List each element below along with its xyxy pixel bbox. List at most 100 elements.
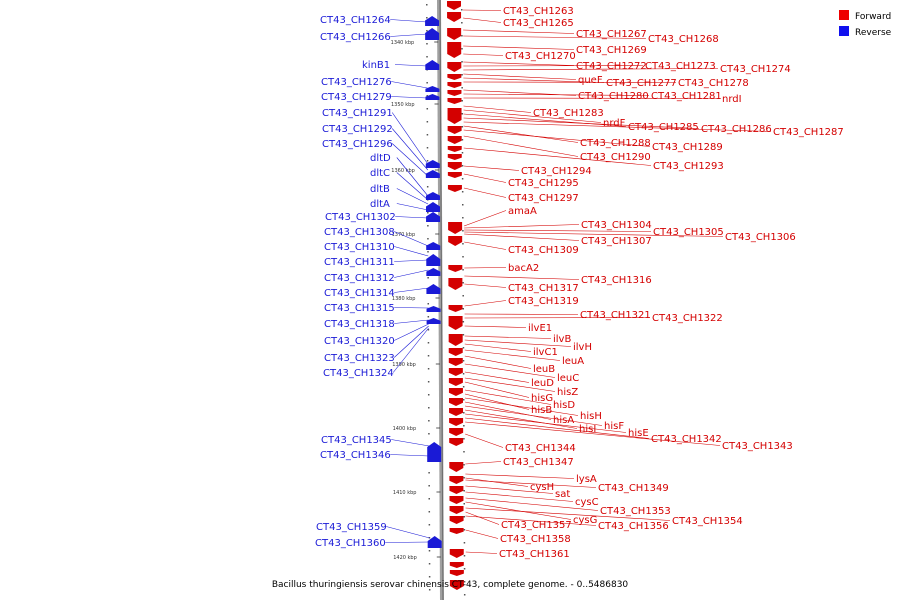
reverse-gene-label[interactable]: kinB1 (362, 60, 390, 71)
forward-gene-label[interactable]: amaA (508, 206, 537, 217)
forward-gene-label[interactable]: hisA (553, 415, 574, 426)
forward-gene-label[interactable]: hisH (580, 411, 602, 422)
forward-gene-label[interactable]: CT43_CH1353 (600, 506, 671, 517)
forward-gene-label[interactable]: CT43_CH1322 (652, 313, 723, 324)
reverse-gene-label[interactable]: CT43_CH1324 (323, 368, 394, 379)
forward-gene-label[interactable]: CT43_CH1263 (503, 6, 574, 17)
forward-gene-label[interactable]: hisB (531, 405, 552, 416)
forward-gene-label[interactable]: CT43_CH1317 (508, 283, 579, 294)
forward-gene-label[interactable]: CT43_CH1265 (503, 18, 574, 29)
forward-gene-label[interactable]: CT43_CH1267 (576, 29, 647, 40)
reverse-gene-label[interactable]: CT43_CH1345 (321, 435, 392, 446)
forward-gene-label[interactable]: CT43_CH1287 (773, 127, 844, 138)
reverse-gene-label[interactable]: CT43_CH1264 (320, 15, 391, 26)
forward-gene-label[interactable]: hisG (531, 393, 553, 404)
forward-gene-label[interactable]: CT43_CH1306 (725, 232, 796, 243)
reverse-gene-label[interactable]: CT43_CH1323 (324, 353, 395, 364)
forward-gene-label[interactable]: queF (578, 75, 603, 86)
forward-gene-label[interactable]: CT43_CH1357 (501, 520, 572, 531)
forward-gene-label[interactable]: CT43_CH1290 (580, 152, 651, 163)
forward-gene-label[interactable]: ilvB (553, 334, 571, 345)
forward-gene-label[interactable]: CT43_CH1286 (701, 124, 772, 135)
forward-gene-label[interactable]: CT43_CH1269 (576, 45, 647, 56)
forward-gene-label[interactable]: CT43_CH1361 (499, 549, 570, 560)
forward-gene-label[interactable]: CT43_CH1277 (606, 78, 677, 89)
forward-gene-label[interactable]: CT43_CH1316 (581, 275, 652, 286)
forward-gene-label[interactable]: CT43_CH1321 (580, 310, 651, 321)
forward-gene-label[interactable]: nrdF (603, 118, 626, 129)
reverse-gene-label[interactable]: CT43_CH1346 (320, 450, 391, 461)
reverse-gene-label[interactable]: dltC (370, 168, 390, 179)
reverse-gene-label[interactable]: CT43_CH1318 (324, 319, 395, 330)
forward-gene-label[interactable]: hisF (604, 421, 624, 432)
forward-gene-label[interactable]: CT43_CH1358 (500, 534, 571, 545)
forward-gene-label[interactable]: CT43_CH1295 (508, 178, 579, 189)
forward-gene-label[interactable]: bacA2 (508, 263, 539, 274)
forward-gene-label[interactable]: CT43_CH1307 (581, 236, 652, 247)
forward-gene-label[interactable]: CT43_CH1280 (578, 91, 649, 102)
forward-gene-label[interactable]: CT43_CH1354 (672, 516, 743, 527)
reverse-gene-label[interactable]: dltD (370, 153, 391, 164)
forward-gene-label[interactable]: leuC (557, 373, 579, 384)
forward-gene-label[interactable]: CT43_CH1293 (653, 161, 724, 172)
reverse-gene-label[interactable]: CT43_CH1359 (316, 522, 387, 533)
forward-gene-label[interactable]: CT43_CH1305 (653, 227, 724, 238)
forward-gene-label[interactable]: CT43_CH1278 (678, 78, 749, 89)
forward-gene-label[interactable]: nrdI (722, 94, 742, 105)
forward-gene-label[interactable]: CT43_CH1273 (645, 61, 716, 72)
forward-gene-label[interactable]: cysH (530, 482, 554, 493)
reverse-gene-label[interactable]: CT43_CH1311 (324, 257, 395, 268)
reverse-gene-label[interactable]: CT43_CH1320 (324, 336, 395, 347)
reverse-gene-label[interactable]: CT43_CH1276 (321, 77, 392, 88)
forward-gene-label[interactable]: CT43_CH1288 (580, 138, 651, 149)
reverse-gene-label[interactable]: CT43_CH1360 (315, 538, 386, 549)
forward-gene-label[interactable]: ilvE1 (528, 323, 552, 334)
forward-gene-label[interactable]: cysG (573, 515, 597, 526)
forward-gene-label[interactable]: CT43_CH1356 (598, 521, 669, 532)
forward-gene-label[interactable]: sat (555, 489, 570, 500)
reverse-gene-label[interactable]: CT43_CH1315 (324, 303, 395, 314)
reverse-gene-label[interactable]: CT43_CH1292 (322, 124, 393, 135)
reverse-gene-label[interactable]: CT43_CH1314 (324, 288, 395, 299)
reverse-gene-label[interactable]: CT43_CH1308 (324, 227, 395, 238)
forward-gene-label[interactable]: CT43_CH1309 (508, 245, 579, 256)
reverse-gene-label[interactable]: dltA (370, 199, 390, 210)
forward-gene-label[interactable]: CT43_CH1304 (581, 220, 652, 231)
forward-gene-label[interactable]: CT43_CH1294 (521, 166, 592, 177)
forward-gene-label[interactable]: cysC (575, 497, 599, 508)
reverse-gene-label[interactable]: CT43_CH1266 (320, 32, 391, 43)
reverse-gene-label[interactable]: CT43_CH1291 (322, 108, 393, 119)
reverse-gene-label[interactable]: CT43_CH1310 (324, 242, 395, 253)
forward-gene-label[interactable]: leuB (533, 364, 555, 375)
forward-gene-label[interactable]: hisD (553, 400, 575, 411)
reverse-gene-label[interactable]: CT43_CH1296 (322, 139, 393, 150)
forward-gene-label[interactable]: CT43_CH1283 (533, 108, 604, 119)
forward-gene-label[interactable]: CT43_CH1274 (720, 64, 791, 75)
forward-gene-label[interactable]: CT43_CH1285 (628, 122, 699, 133)
forward-gene-label[interactable]: CT43_CH1349 (598, 483, 669, 494)
forward-gene-label[interactable]: hisE (628, 428, 649, 439)
forward-gene-label[interactable]: hisI (579, 424, 596, 435)
forward-gene-label[interactable]: leuA (562, 356, 584, 367)
reverse-gene-label[interactable]: CT43_CH1312 (324, 273, 395, 284)
forward-gene-label[interactable]: ilvC1 (533, 347, 558, 358)
forward-gene-label[interactable]: ilvH (573, 342, 592, 353)
forward-gene-label[interactable]: CT43_CH1272 (576, 61, 647, 72)
forward-gene-label[interactable]: CT43_CH1347 (503, 457, 574, 468)
forward-gene-label[interactable]: CT43_CH1281 (651, 91, 722, 102)
forward-gene-label[interactable]: CT43_CH1342 (651, 434, 722, 445)
forward-gene-label[interactable]: CT43_CH1268 (648, 34, 719, 45)
forward-gene-label[interactable]: CT43_CH1297 (508, 193, 579, 204)
forward-gene-label[interactable]: CT43_CH1289 (652, 142, 723, 153)
forward-gene-label[interactable]: CT43_CH1319 (508, 296, 579, 307)
forward-gene-label[interactable]: hisZ (557, 387, 578, 398)
forward-gene-label[interactable]: CT43_CH1270 (505, 51, 576, 62)
forward-gene-label[interactable]: CT43_CH1343 (722, 441, 793, 452)
forward-gene-label[interactable]: lysA (576, 474, 597, 485)
reverse-gene-label[interactable]: CT43_CH1279 (321, 92, 392, 103)
reverse-gene-label[interactable]: dltB (370, 184, 390, 195)
forward-gene-label[interactable]: leuD (531, 378, 554, 389)
reverse-gene-label[interactable]: CT43_CH1302 (325, 212, 396, 223)
forward-gene-label[interactable]: CT43_CH1344 (505, 443, 576, 454)
forward-leader-line (463, 77, 605, 83)
